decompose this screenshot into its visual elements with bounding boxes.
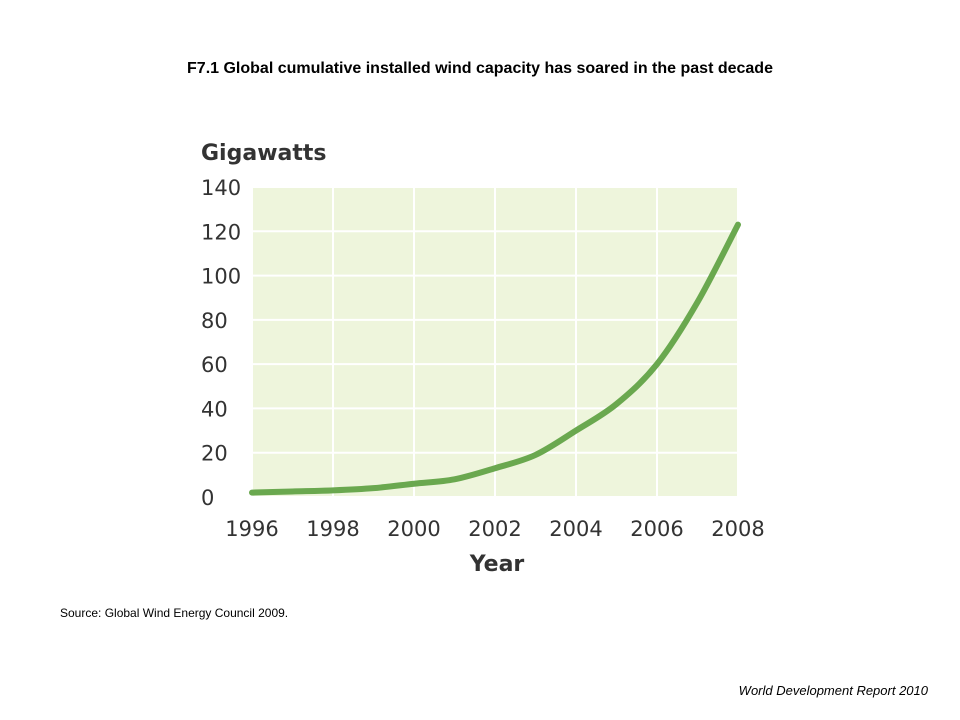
- y-tick-label: 60: [201, 353, 228, 377]
- x-axis-label: Year: [469, 552, 525, 577]
- gridlines: [251, 186, 739, 498]
- x-tick-label: 2002: [468, 517, 521, 541]
- y-tick-label: 20: [201, 442, 228, 466]
- x-tick-label: 2008: [711, 517, 764, 541]
- x-tick-label: 2006: [630, 517, 683, 541]
- x-tick-label: 2004: [549, 517, 602, 541]
- y-tick-label: 0: [201, 486, 214, 510]
- x-tick-label: 2000: [387, 517, 440, 541]
- x-axis-ticks: 1996 1998 2000 2002 2004 2006 2008: [225, 517, 764, 541]
- y-axis-label: Gigawatts: [201, 141, 327, 166]
- y-tick-label: 80: [201, 309, 228, 333]
- y-tick-label: 40: [201, 397, 228, 421]
- y-tick-label: 120: [201, 220, 241, 244]
- chart-title: F7.1 Global cumulative installed wind ca…: [187, 60, 773, 77]
- footer-credit: World Development Report 2010: [738, 683, 928, 698]
- source-note: Source: Global Wind Energy Council 2009.: [60, 606, 289, 620]
- x-tick-label: 1998: [306, 517, 359, 541]
- series-line: [249, 221, 741, 496]
- y-axis-ticks: 0 20 40 60 80 100 120 140: [201, 176, 241, 510]
- y-tick-label: 100: [201, 265, 241, 289]
- y-tick-label: 140: [201, 176, 241, 200]
- x-tick-label: 1996: [225, 517, 278, 541]
